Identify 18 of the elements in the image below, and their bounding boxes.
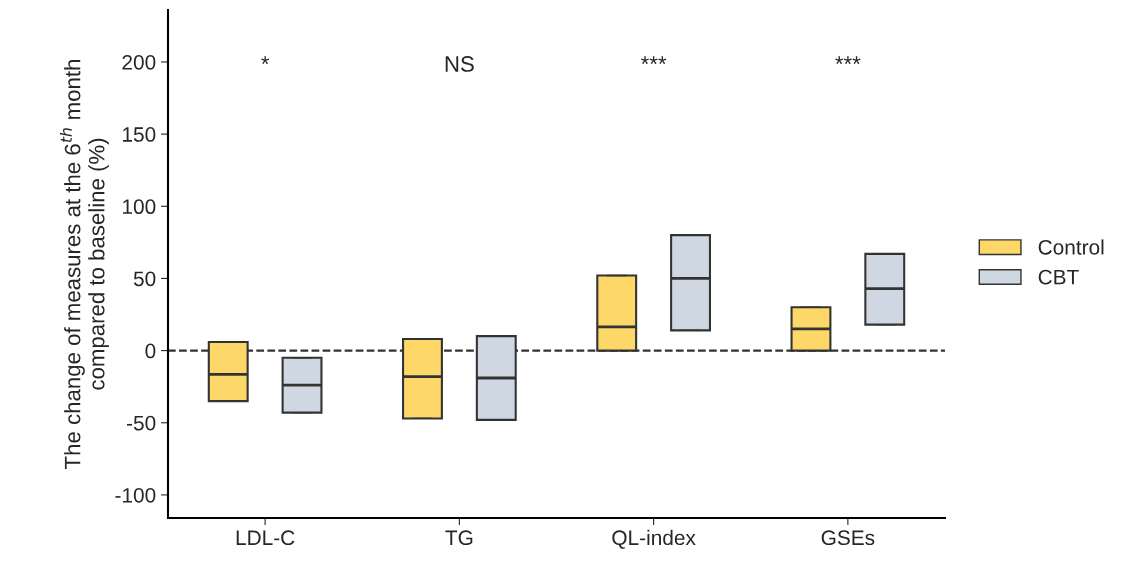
y-tick-label: 150 <box>123 127 156 142</box>
x-tick-label: GSEs <box>821 530 875 546</box>
annotation: *** <box>641 56 667 65</box>
y-tick-label: -100 <box>115 487 156 503</box>
x-tick-label: LDL-C <box>236 530 295 546</box>
x-tick-label: TG <box>445 530 473 546</box>
legend-label: Control <box>1038 239 1104 255</box>
legend-label: CBT <box>1038 269 1079 285</box>
y-tick-label: 0 <box>145 343 156 359</box>
y-axis-title: The change of measures at the 6$^{th}$ month compared to baseline (%) <box>59 60 109 469</box>
y-tick-label: -50 <box>127 415 156 431</box>
y-tick-label: 100 <box>123 199 156 215</box>
y-tick-label: 200 <box>122 54 156 70</box>
x-tick-label: QL-index <box>612 529 696 549</box>
annotation: NS <box>445 56 474 72</box>
annotation: *** <box>835 56 861 65</box>
annotation: * <box>261 56 270 65</box>
y-tick-label: 50 <box>133 271 156 287</box>
